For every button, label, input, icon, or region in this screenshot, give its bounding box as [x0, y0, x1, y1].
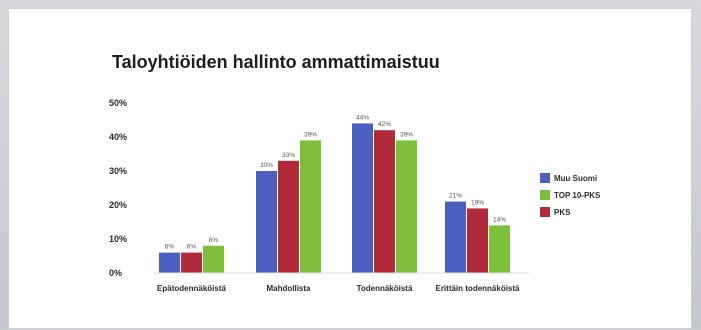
y-axis: 0% 10% 20% 30% 40% 50% — [109, 98, 127, 278]
bar-muu-suomi-1 — [159, 252, 180, 273]
bar-muu-suomi-2 — [256, 171, 277, 273]
bar-top-10-pks-1 — [203, 245, 224, 273]
x-category-label: Mahdollista — [266, 284, 311, 293]
bar-pks-4 — [467, 208, 488, 273]
bar-pks-3 — [374, 130, 395, 273]
bar-muu-suomi-4 — [445, 201, 466, 273]
data-label: 33% — [282, 152, 295, 159]
bar-top-10-pks-2 — [300, 140, 321, 273]
bar-pks-1 — [181, 252, 202, 273]
x-axis: Epätodennäköistä Mahdollista Todennäköistä… — [154, 272, 529, 293]
legend-swatch — [540, 207, 550, 217]
y-tick-label: 30% — [109, 166, 127, 176]
x-category-label: Erittäin todennäköistä — [435, 284, 520, 293]
legend-label: TOP 10-PKS — [554, 191, 601, 200]
data-label: 8% — [209, 237, 219, 244]
y-tick-label: 0% — [109, 268, 122, 278]
data-label: 6% — [187, 244, 197, 251]
y-tick-label: 40% — [109, 132, 127, 142]
bar-top-10-pks-4 — [489, 225, 510, 273]
data-label: 6% — [165, 244, 175, 251]
legend: Muu Suomi TOP 10-PKS PKS — [540, 173, 601, 217]
legend-label: Muu Suomi — [554, 174, 597, 183]
data-label: 19% — [471, 199, 484, 206]
data-label: 39% — [304, 131, 317, 138]
data-label: 21% — [449, 193, 462, 200]
x-category-label: Epätodennäköistä — [157, 284, 226, 293]
data-label: 42% — [378, 121, 391, 128]
data-label: 14% — [493, 216, 506, 223]
bar-muu-suomi-3 — [352, 123, 373, 274]
data-label: 44% — [356, 114, 369, 121]
legend-swatch — [540, 190, 550, 200]
chart-card: Taloyhtiöiden hallinto ammattimaistuu 0%… — [8, 8, 692, 329]
data-label: 39% — [400, 131, 413, 138]
x-category-label: Todennäköistä — [357, 284, 413, 293]
bar-top-10-pks-3 — [396, 140, 417, 273]
y-tick-label: 50% — [109, 98, 127, 108]
bar-chart: Taloyhtiöiden hallinto ammattimaistuu 0%… — [109, 52, 601, 293]
data-label: 30% — [260, 162, 273, 169]
y-tick-label: 10% — [109, 234, 127, 244]
y-tick-label: 20% — [109, 200, 127, 210]
legend-label: PKS — [554, 208, 571, 217]
bars-group: 6% 6% 8% 30% 33% 39% 44% 42% 39% 21% 19% 14% — [159, 114, 510, 274]
bar-pks-2 — [278, 160, 299, 273]
legend-swatch — [540, 173, 550, 183]
chart-title: Taloyhtiöiden hallinto ammattimaistuu — [112, 52, 440, 72]
